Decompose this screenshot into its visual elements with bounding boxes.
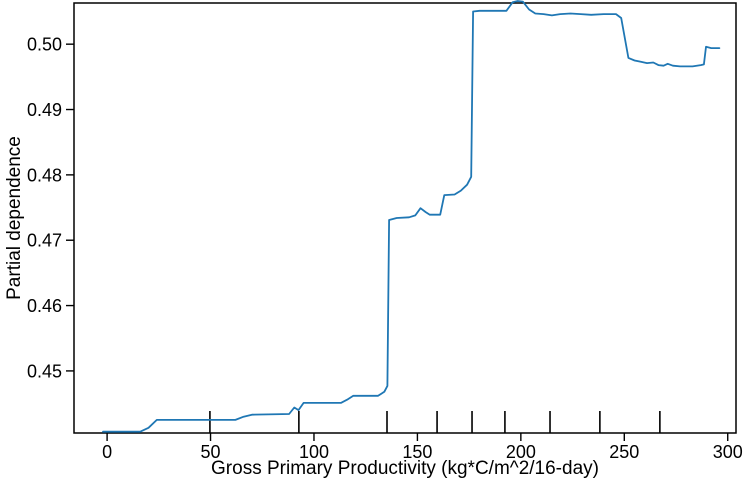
y-tick-label: 0.49 — [27, 100, 62, 120]
x-tick-label: 200 — [506, 442, 536, 462]
partial-dependence-line — [102, 0, 721, 433]
y-tick-label: 0.46 — [27, 296, 62, 316]
x-tick-label: 0 — [102, 442, 112, 462]
x-tick-label: 50 — [201, 442, 221, 462]
x-axis-title: Gross Primary Productivity (kg*C/m^2/16-… — [211, 458, 599, 479]
y-tick-label: 0.50 — [27, 35, 62, 55]
axes-border — [73, 2, 737, 434]
x-tick-label: 150 — [402, 442, 432, 462]
x-tick-label: 100 — [299, 442, 329, 462]
x-tick-label: 300 — [713, 442, 743, 462]
y-tick-label: 0.45 — [27, 361, 62, 381]
x-tick-label: 250 — [609, 442, 639, 462]
y-tick-label: 0.48 — [27, 165, 62, 185]
y-tick-label: 0.47 — [27, 231, 62, 251]
y-axis-title: Partial dependence — [4, 136, 25, 300]
